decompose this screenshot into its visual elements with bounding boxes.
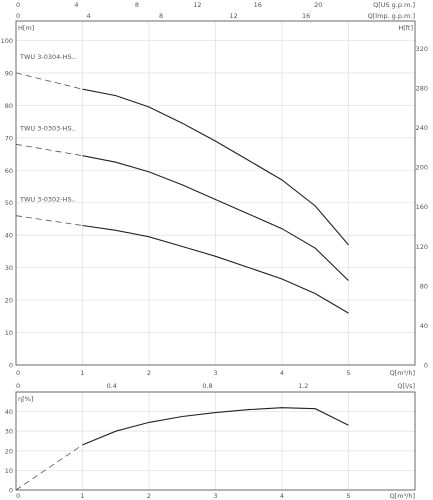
x-tick-label: 2 (147, 369, 151, 377)
y-tick-label: 0 (9, 362, 13, 370)
right-tick-label: 320 (416, 45, 428, 53)
curve-extension-dashed (15, 72, 83, 90)
head-curve (82, 224, 349, 314)
series-label: TWU 3-0304-HS.. (19, 53, 76, 61)
eta-extension-dashed (15, 444, 83, 491)
top-ls-tick-label: 1.2 (298, 382, 308, 390)
right-tick-label: 0 (424, 362, 428, 370)
y-tick-label: 80 (5, 102, 13, 110)
y-tick-label: 40 (5, 232, 13, 240)
top-us-gpm-tick-label: 12 (193, 1, 201, 9)
top-imp-gpm-tick-label: 8 (159, 12, 163, 20)
top-ls-tick-label: 0.8 (202, 382, 212, 390)
top-ls-tick-label: 0 (16, 382, 20, 390)
eta-tick-label: 10 (5, 467, 13, 475)
top-imp-gpm-tick-label: 0 (16, 12, 20, 20)
x-tick-label: 0 (16, 492, 20, 500)
curve-extension-dashed (15, 143, 83, 157)
right-tick-label: 80 (420, 282, 428, 290)
y-tick-label: 90 (5, 69, 13, 77)
x-tick-label: 1 (80, 369, 84, 377)
right-tick-label: 200 (416, 164, 428, 172)
top-ls-tick-label: 0.4 (107, 382, 117, 390)
x-tick-label: 1 (80, 492, 84, 500)
y-tick-label: 10 (5, 329, 13, 337)
eta-tick-label: 40 (5, 408, 13, 416)
efficiency-curve (82, 407, 349, 446)
x-tick-label: 5 (346, 492, 350, 500)
right-axis-unit: H[ft] (398, 24, 413, 32)
y-axis-unit: H[m] (18, 24, 34, 32)
top-us-gpm-tick-label: 16 (254, 1, 262, 9)
head-curve (82, 155, 349, 281)
top-imp-gpm-tick-label: 12 (229, 12, 237, 20)
y-tick-label: 20 (5, 297, 13, 305)
x-tick-label: 3 (213, 492, 217, 500)
y-tick-label: 70 (5, 134, 13, 142)
top-us-gpm-tick-label: 0 (16, 1, 20, 9)
eta-axis-unit: η[%] (18, 395, 33, 403)
right-tick-label: 280 (416, 85, 428, 93)
right-tick-label: 40 (420, 322, 428, 330)
head-plot-frame (15, 20, 416, 366)
top-imp-gpm-tick-label: 16 (302, 12, 310, 20)
top-us-gpm-tick-label: 4 (74, 1, 78, 9)
x-tick-label: 4 (280, 369, 284, 377)
series-label: TWU 3-0303-HS.. (19, 124, 76, 132)
x-axis-unit: Q[m³/h] (390, 492, 415, 500)
efficiency-plot-frame (15, 391, 416, 491)
top-us-gpm-unit: Q[US g.p.m.] (373, 1, 415, 9)
curve-extension-dashed (15, 215, 83, 226)
top-imp-gpm-tick-label: 4 (86, 12, 90, 20)
head-curve (82, 88, 349, 246)
y-tick-label: 30 (5, 264, 13, 272)
series-label: TWU 3-0302-HS.. (19, 196, 76, 204)
eta-tick-label: 30 (5, 428, 13, 436)
x-axis-unit: Q[m³/h] (390, 369, 415, 377)
right-tick-label: 160 (416, 203, 428, 211)
top-ls-unit: Q[l/s] (397, 382, 415, 390)
x-tick-label: 5 (346, 369, 350, 377)
right-tick-label: 240 (416, 124, 428, 132)
x-tick-label: 0 (16, 369, 20, 377)
x-tick-label: 4 (280, 492, 284, 500)
top-us-gpm-tick-label: 20 (314, 1, 322, 9)
right-tick-label: 120 (416, 243, 428, 251)
eta-tick-label: 0 (9, 487, 13, 495)
y-tick-label: 60 (5, 167, 13, 175)
x-tick-label: 2 (147, 492, 151, 500)
y-tick-label: 100 (1, 37, 13, 45)
x-tick-label: 3 (213, 369, 217, 377)
top-us-gpm-tick-label: 8 (135, 1, 139, 9)
y-tick-label: 50 (5, 199, 13, 207)
eta-tick-label: 20 (5, 447, 13, 455)
top-imp-gpm-unit: Q[lmp. g.p.m.] (368, 12, 415, 20)
